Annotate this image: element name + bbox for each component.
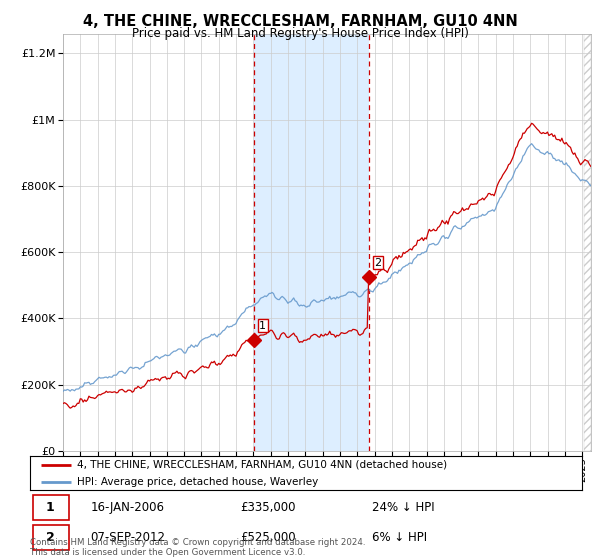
Text: 4, THE CHINE, WRECCLESHAM, FARNHAM, GU10 4NN: 4, THE CHINE, WRECCLESHAM, FARNHAM, GU10… — [83, 14, 517, 29]
Text: £525,000: £525,000 — [240, 531, 295, 544]
Text: HPI: Average price, detached house, Waverley: HPI: Average price, detached house, Wave… — [77, 477, 318, 487]
Text: 16-JAN-2006: 16-JAN-2006 — [91, 501, 165, 514]
Text: Contains HM Land Registry data © Crown copyright and database right 2024.
This d: Contains HM Land Registry data © Crown c… — [30, 538, 365, 557]
Bar — [254, 34, 369, 451]
Text: 1: 1 — [46, 501, 55, 514]
Text: 4, THE CHINE, WRECCLESHAM, FARNHAM, GU10 4NN (detached house): 4, THE CHINE, WRECCLESHAM, FARNHAM, GU10… — [77, 460, 447, 470]
Text: 2: 2 — [374, 258, 382, 268]
FancyBboxPatch shape — [33, 495, 68, 520]
Bar — [584, 34, 591, 451]
Text: 1: 1 — [259, 321, 266, 330]
Text: 2: 2 — [46, 531, 55, 544]
Text: 24% ↓ HPI: 24% ↓ HPI — [372, 501, 435, 514]
Text: 6% ↓ HPI: 6% ↓ HPI — [372, 531, 427, 544]
Text: Price paid vs. HM Land Registry's House Price Index (HPI): Price paid vs. HM Land Registry's House … — [131, 27, 469, 40]
FancyBboxPatch shape — [33, 525, 68, 550]
Text: 07-SEP-2012: 07-SEP-2012 — [91, 531, 166, 544]
Text: £335,000: £335,000 — [240, 501, 295, 514]
